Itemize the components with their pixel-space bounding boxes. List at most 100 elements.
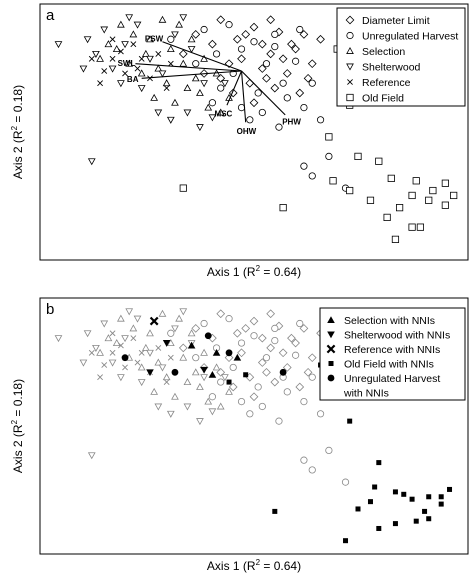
point-triangle-down-13 <box>183 109 192 117</box>
point-triangle-up-23 <box>158 15 167 23</box>
bg-point-diamond-25 <box>241 324 251 333</box>
point-circle-15 <box>279 79 287 87</box>
bg-point-triangle-up-9 <box>146 329 154 337</box>
point-x-5 <box>138 55 145 62</box>
point-triangle-down-14 <box>208 114 217 122</box>
bg-point-triangle-up-14 <box>200 348 208 356</box>
nni-point-square-filled-21 <box>392 521 398 527</box>
point-x-1 <box>101 68 108 74</box>
point-triangle-down-2 <box>92 50 100 58</box>
point-diamond-7 <box>237 54 246 64</box>
legend-marker-triangle-up-filled <box>327 316 335 323</box>
vector-line-ba <box>141 70 242 79</box>
bg-point-triangle-down-20 <box>87 452 96 460</box>
bg-point-triangle-up-21 <box>137 363 146 371</box>
bg-point-triangle-up-6 <box>179 353 188 361</box>
point-circle-10 <box>192 60 200 68</box>
panel-a-xlabel: Axis 1 (R2 = 0.64) <box>207 264 301 279</box>
point-triangle-down-12 <box>166 116 175 124</box>
point-triangle-down-1 <box>83 36 92 44</box>
point-circle-9 <box>217 84 225 92</box>
nni-point-square-filled-18 <box>438 501 444 507</box>
point-square-5 <box>387 174 395 182</box>
vector-label-ohw: OHW <box>237 127 257 136</box>
point-triangle-up-21 <box>137 69 146 77</box>
bg-point-circle-18 <box>275 417 283 425</box>
nni-point-square-filled-10 <box>372 484 378 490</box>
point-triangle-down-23 <box>196 124 204 132</box>
legend-label: Shelterwood with NNIs <box>344 330 450 342</box>
bg-point-circle-0 <box>200 319 208 328</box>
legend-label: Reference <box>362 77 411 89</box>
point-triangle-up-1 <box>112 45 121 52</box>
point-square-7 <box>412 177 420 185</box>
point-circle-20 <box>300 162 308 170</box>
bg-point-diamond-3 <box>299 324 309 333</box>
point-diamond-28 <box>307 59 317 69</box>
nni-point-square-filled-14 <box>409 496 415 502</box>
bg-point-triangle-down-0 <box>54 335 63 343</box>
bg-point-diamond-1 <box>249 316 259 326</box>
point-diamond-8 <box>257 64 267 73</box>
point-triangle-down-19 <box>179 14 188 22</box>
bg-point-circle-5 <box>308 373 316 381</box>
point-triangle-down-21 <box>79 65 88 73</box>
bg-point-x-1 <box>101 362 108 368</box>
point-triangle-up-20 <box>204 103 213 111</box>
bg-point-diamond-23 <box>178 343 188 353</box>
point-diamond-10 <box>303 73 313 83</box>
panel-a-letter: a <box>46 7 55 24</box>
point-triangle-down-10 <box>200 80 208 88</box>
panel-b-legend: Selection with NNIs Shelterwood with NNIs… <box>319 307 466 401</box>
point-circle-2 <box>250 38 258 46</box>
panel-b-legend-box <box>319 307 466 401</box>
bg-point-diamond-6 <box>266 343 276 353</box>
panel-a-vectors: PSW SWL BA MSC OHW PHW <box>118 35 302 137</box>
nni-point-square-filled-15 <box>426 494 432 500</box>
legend-marker-square-filled <box>328 361 334 366</box>
bg-point-diamond-15 <box>191 324 201 333</box>
bg-point-triangle-up-3 <box>141 343 150 351</box>
bg-point-triangle-down-8 <box>171 325 179 333</box>
bg-point-triangle-up-8 <box>162 373 171 381</box>
bg-point-circle-8 <box>237 397 246 406</box>
bg-point-triangle-down-22 <box>221 374 229 382</box>
point-triangle-up-8 <box>162 79 171 87</box>
bg-point-diamond-24 <box>216 367 226 377</box>
point-circle-1 <box>225 21 233 29</box>
point-circle-16 <box>300 104 308 112</box>
point-triangle-up-5 <box>166 45 175 52</box>
point-circle-25 <box>271 30 279 39</box>
bg-point-diamond-26 <box>266 309 276 319</box>
point-triangle-up-19 <box>216 108 225 116</box>
point-circle-21 <box>308 172 316 180</box>
point-square-11 <box>441 201 449 209</box>
bg-point-triangle-up-24 <box>183 378 192 386</box>
point-triangle-up-17 <box>171 98 179 106</box>
bg-point-triangle-up-25 <box>225 387 233 395</box>
point-triangle-down-6 <box>146 55 154 63</box>
point-x-6 <box>147 75 153 82</box>
nni-point-square-filled-4 <box>243 372 249 378</box>
nni-point-square-filled-12 <box>392 489 398 495</box>
bg-point-circle-16 <box>300 397 308 406</box>
nni-point-triangle-down-filled-0 <box>162 340 171 347</box>
bg-point-circle-7 <box>258 402 266 411</box>
bg-point-circle-17 <box>316 410 325 418</box>
bg-point-x-2 <box>109 349 116 356</box>
point-triangle-up-16 <box>150 93 159 101</box>
nni-point-square-filled-5 <box>226 379 232 385</box>
point-triangle-up-4 <box>154 64 163 72</box>
point-diamond-11 <box>270 83 280 93</box>
bg-point-circle-24 <box>208 393 216 401</box>
legend-label: Unregulated Harvest <box>362 31 458 43</box>
bg-point-diamond-2 <box>274 321 284 331</box>
point-square-6 <box>375 157 383 165</box>
legend-label: Selection <box>362 46 405 58</box>
legend-marker-x <box>347 79 353 85</box>
point-square-22 <box>179 184 187 192</box>
point-square-9 <box>441 179 449 187</box>
bg-point-triangle-down-4 <box>121 335 129 343</box>
bg-point-x-7 <box>97 374 103 381</box>
point-diamond-18 <box>278 54 288 64</box>
